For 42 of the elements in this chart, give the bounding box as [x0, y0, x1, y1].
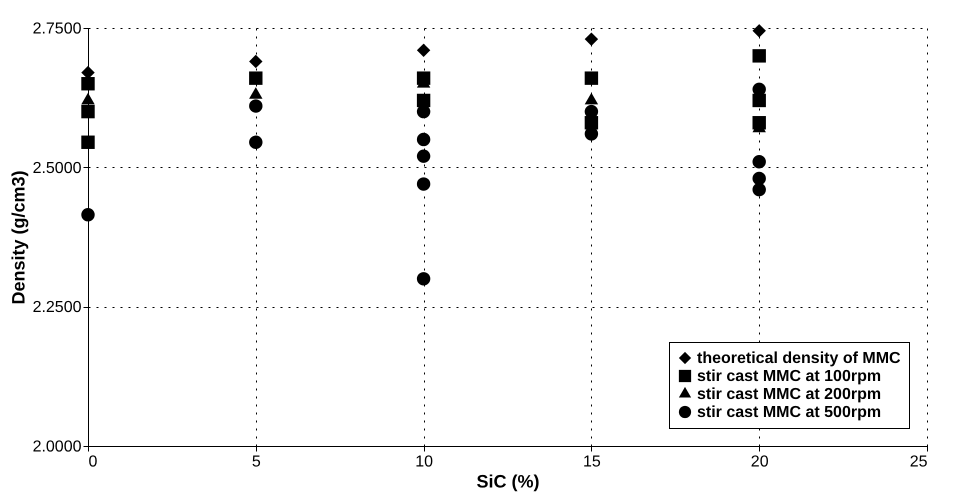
point	[416, 94, 430, 108]
point	[584, 127, 598, 141]
point	[752, 49, 766, 63]
y-tick-label: 2.7500	[32, 20, 82, 38]
point	[416, 177, 430, 191]
point	[249, 54, 263, 68]
point	[584, 104, 598, 118]
y-tick-label: 2.5000	[32, 160, 82, 177]
legend-label: theoretical density of MMC	[697, 350, 902, 367]
point	[416, 272, 430, 286]
point	[249, 136, 263, 149]
legend-label: stir cast MMC at 200rpm	[697, 386, 882, 403]
x-tick-label: 5	[252, 454, 261, 470]
point	[752, 24, 766, 38]
y-tick-label: 2.0000	[32, 438, 82, 456]
legend-label: stir cast MMC at 100rpm	[697, 368, 882, 385]
point	[249, 71, 263, 85]
y-axis-title: Density (g/cm3)	[8, 170, 29, 305]
point	[752, 182, 766, 196]
x-tick-label: 0	[88, 454, 98, 470]
point	[81, 77, 95, 90]
point	[752, 172, 766, 186]
point	[752, 82, 766, 96]
point	[81, 104, 95, 118]
x-tick-label: 10	[415, 454, 434, 470]
x-axis-title: SiC (%)	[476, 472, 540, 492]
point	[81, 208, 95, 222]
point	[584, 32, 598, 46]
point	[81, 136, 95, 149]
y-tick-label: 2.2500	[32, 299, 82, 316]
x-tick-label: 25	[910, 454, 928, 470]
point	[249, 99, 263, 113]
point	[416, 44, 430, 57]
point	[81, 66, 95, 80]
legend-label: stir cast MMC at 500rpm	[697, 404, 882, 421]
x-tick-label: 20	[750, 454, 769, 470]
point	[416, 132, 430, 146]
x-tick-label: 15	[583, 454, 601, 470]
point	[416, 149, 430, 163]
point	[752, 155, 766, 168]
point	[584, 71, 598, 85]
point	[752, 94, 766, 108]
